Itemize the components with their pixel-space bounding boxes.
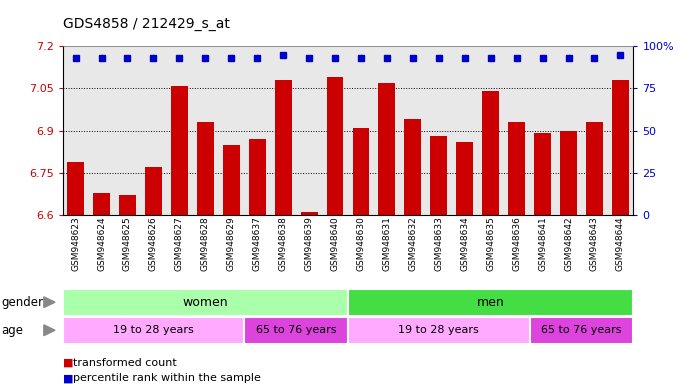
Bar [508, 122, 525, 215]
Text: age: age [1, 324, 24, 337]
Bar [482, 91, 499, 215]
Bar [145, 167, 162, 215]
Bar [68, 162, 84, 215]
Bar [348, 289, 633, 316]
Bar [93, 192, 110, 215]
Bar [430, 136, 448, 215]
Bar [301, 212, 317, 215]
Text: 65 to 76 years: 65 to 76 years [541, 325, 622, 335]
Bar [171, 86, 188, 215]
Bar [379, 83, 395, 215]
Text: ■: ■ [63, 358, 73, 368]
Text: transformed count: transformed count [73, 358, 177, 368]
Bar [63, 289, 348, 316]
Text: 19 to 28 years: 19 to 28 years [113, 325, 193, 335]
Bar [223, 145, 239, 215]
Bar [353, 128, 370, 215]
Text: men: men [477, 296, 505, 309]
Bar [275, 80, 292, 215]
Bar [244, 317, 348, 344]
Bar [248, 139, 266, 215]
Bar [534, 133, 551, 215]
Bar [404, 119, 421, 215]
Text: 19 to 28 years: 19 to 28 years [398, 325, 479, 335]
Bar [586, 122, 603, 215]
Bar [612, 80, 628, 215]
Text: percentile rank within the sample: percentile rank within the sample [73, 373, 261, 383]
Text: GDS4858 / 212429_s_at: GDS4858 / 212429_s_at [63, 17, 230, 31]
Text: 65 to 76 years: 65 to 76 years [256, 325, 336, 335]
Bar [530, 317, 633, 344]
Text: ■: ■ [63, 373, 73, 383]
Bar [326, 77, 343, 215]
Bar [560, 131, 577, 215]
Bar [119, 195, 136, 215]
Bar [197, 122, 214, 215]
Bar [457, 142, 473, 215]
Bar [63, 317, 244, 344]
Bar [348, 317, 530, 344]
Text: gender: gender [1, 296, 43, 309]
Text: women: women [182, 296, 228, 309]
